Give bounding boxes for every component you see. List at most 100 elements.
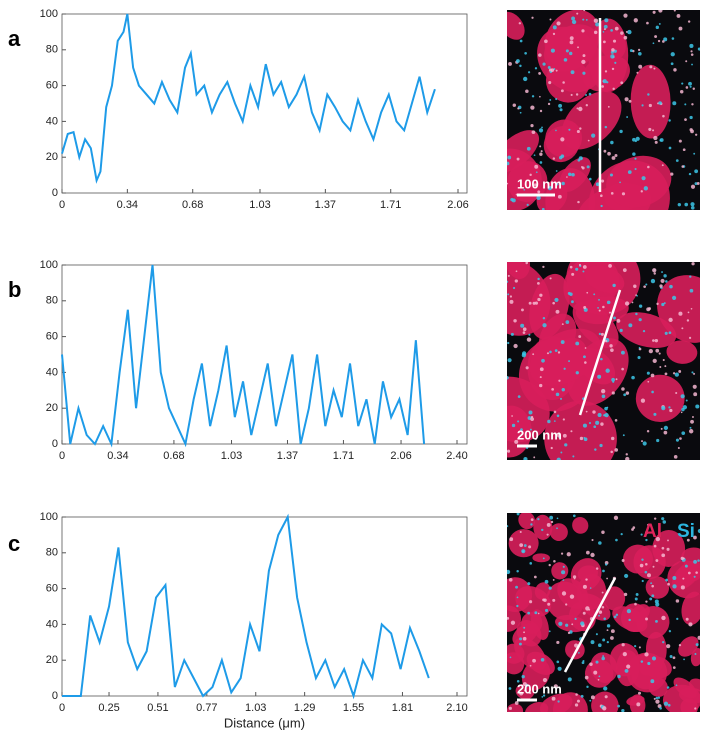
y-tick-label: 40: [46, 115, 58, 127]
si-dot: [576, 699, 580, 703]
si-dot: [634, 597, 638, 601]
si-dot: [661, 517, 665, 521]
si-dot: [542, 598, 545, 602]
si-dot: [652, 42, 655, 45]
si-dot: [539, 145, 542, 148]
si-dot: [669, 284, 673, 289]
si-dot: [555, 129, 557, 132]
si-dot: [636, 71, 639, 74]
si-dot: [634, 602, 637, 606]
si-dot: [641, 579, 644, 583]
si-dot: [575, 93, 579, 96]
si-dot: [539, 293, 543, 297]
si-dot: [527, 611, 531, 615]
si-dot: [570, 93, 573, 96]
si-dot: [514, 279, 518, 283]
si-dot: [661, 164, 664, 167]
si-dot: [635, 312, 638, 316]
si-dot: [569, 40, 574, 45]
si-dot: [688, 622, 693, 627]
si-dot: [516, 513, 520, 516]
si-dot: [642, 441, 647, 446]
si-dot: [533, 183, 537, 187]
si-dot: [603, 149, 607, 153]
si-dot: [661, 271, 664, 274]
si-dot: [559, 108, 563, 112]
si-dot: [577, 200, 580, 204]
si-dot: [653, 135, 658, 141]
si-dot: [509, 299, 514, 304]
si-dot: [679, 437, 682, 440]
si-dot: [599, 443, 603, 448]
al-region: [690, 648, 700, 667]
si-dot: [526, 146, 531, 151]
si-dot: [507, 161, 510, 166]
si-dot: [562, 81, 565, 84]
si-dot: [590, 640, 595, 645]
si-dot: [655, 348, 660, 353]
si-dot: [640, 398, 646, 403]
si-dot: [661, 615, 666, 621]
si-dot: [571, 173, 575, 177]
si-dot: [672, 372, 676, 375]
si-dot: [508, 62, 512, 66]
si-dot: [644, 570, 648, 574]
si-dot: [534, 67, 538, 70]
si-dot: [673, 68, 677, 72]
si-dot: [593, 30, 598, 35]
si-dot: [658, 101, 662, 105]
si-dot: [662, 641, 665, 644]
si-dot: [606, 577, 609, 580]
si-dot: [576, 129, 580, 134]
si-dot: [585, 550, 590, 555]
si-dot: [668, 146, 672, 150]
si-dot: [645, 563, 648, 566]
si-dot: [621, 387, 625, 391]
si-dot: [606, 300, 611, 305]
si-dot: [555, 182, 559, 186]
si-dot: [680, 394, 685, 399]
si-dot: [693, 152, 696, 155]
si-dot: [646, 307, 651, 312]
si-dot: [593, 670, 598, 675]
si-dot: [529, 428, 532, 431]
si-dot: [585, 410, 588, 413]
si-dot: [682, 577, 685, 580]
si-dot: [595, 22, 600, 27]
si-dot: [651, 656, 657, 661]
si-dot: [606, 81, 609, 84]
si-dot: [638, 304, 643, 308]
x-tick-label: 2.40: [446, 450, 467, 462]
si-dot: [572, 455, 575, 458]
al-region: [570, 558, 602, 591]
si-dot: [654, 140, 658, 144]
si-dot: [542, 62, 546, 66]
si-dot: [696, 182, 700, 185]
si-dot: [532, 353, 535, 356]
si-dot: [625, 391, 630, 395]
si-dot: [531, 16, 534, 19]
si-dot: [535, 171, 538, 174]
si-dot: [608, 311, 611, 314]
si-dot: [554, 349, 558, 352]
si-dot: [582, 611, 586, 615]
y-tick-label: 60: [46, 331, 58, 343]
si-dot: [606, 641, 609, 644]
si-dot: [653, 517, 657, 520]
si-dot: [683, 658, 685, 661]
si-dot: [579, 127, 582, 130]
si-dot: [527, 71, 531, 74]
si-dot: [651, 390, 654, 394]
si-dot: [537, 282, 540, 285]
si-dot: [516, 157, 520, 161]
si-dot: [511, 423, 516, 428]
si-dot: [574, 617, 577, 620]
si-dot: [690, 184, 696, 189]
si-dot: [604, 125, 608, 129]
x-tick-label: 0.68: [163, 450, 184, 462]
si-dot: [666, 686, 670, 689]
si-dot: [598, 541, 602, 545]
si-dot: [655, 536, 661, 542]
si-dot: [549, 18, 552, 21]
